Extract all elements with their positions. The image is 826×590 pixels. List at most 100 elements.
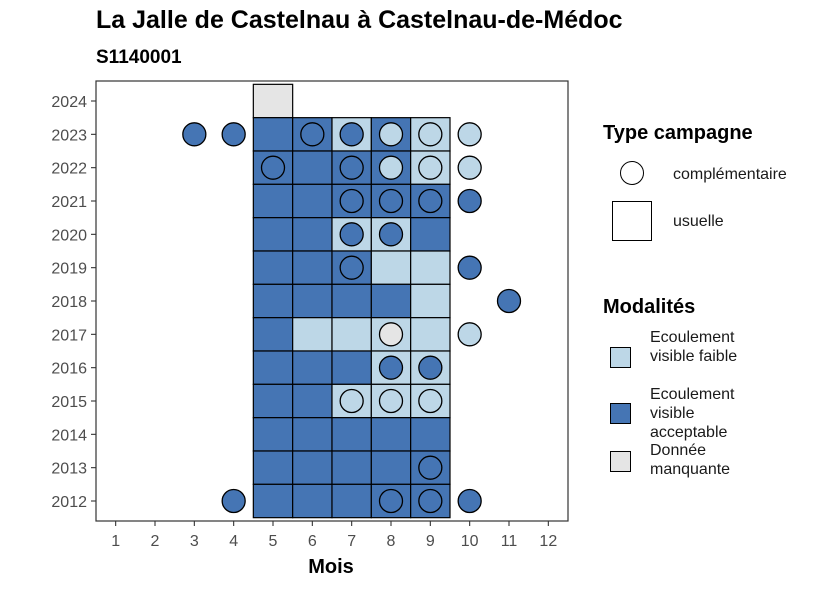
tile-2014-6 xyxy=(292,417,333,452)
point-2020-7 xyxy=(339,222,364,247)
legend-square-icon xyxy=(612,201,652,241)
tile-2012-7 xyxy=(331,483,372,519)
tile-2021-5 xyxy=(252,183,294,219)
chart-title: La Jalle de Castelnau à Castelnau-de-Méd… xyxy=(96,6,623,34)
point-2016-9 xyxy=(418,355,443,380)
x-tick-label: 2 xyxy=(151,533,160,550)
y-tick-label: 2016 xyxy=(51,361,87,378)
x-tick-label: 6 xyxy=(308,533,317,550)
x-tick-label: 9 xyxy=(426,533,435,550)
legend-circle-icon xyxy=(620,161,644,185)
legend-label-manquante: Donnée manquante xyxy=(650,442,731,478)
point-2012-8 xyxy=(378,488,404,514)
point-2020-8 xyxy=(378,222,404,247)
tile-2019-9 xyxy=(410,250,451,285)
legend-swatch-manquante xyxy=(610,451,631,472)
point-2023-3 xyxy=(182,122,207,147)
point-2023-7 xyxy=(339,122,364,147)
y-axis: 2012 2013 2014 2015 2016 2017 2018 2019 2020 2021… xyxy=(51,94,96,511)
legend-type-complementaire: complémentaire xyxy=(673,166,787,183)
x-axis-label: Mois xyxy=(308,556,354,578)
chart-svg: 2012 2013 2014 2015 2016 2017 2018 2019 2020 2021… xyxy=(51,80,569,578)
y-tick-label: 2022 xyxy=(51,161,87,178)
y-tick-label: 2023 xyxy=(51,127,87,144)
tile-2014-7 xyxy=(331,417,372,452)
point-2012-10 xyxy=(457,488,482,514)
y-tick-label: 2014 xyxy=(51,427,87,444)
y-tick-label: 2020 xyxy=(51,227,87,244)
tile-2017-6 xyxy=(292,317,333,352)
legend-swatch-faible xyxy=(610,347,631,368)
x-tick-label: 1 xyxy=(111,533,120,550)
x-tick-label: 7 xyxy=(347,533,356,550)
tile-2019-6 xyxy=(292,250,333,285)
tile-2014-8 xyxy=(370,417,412,452)
point-2021-7 xyxy=(339,188,364,214)
point-2019-10 xyxy=(457,255,482,280)
y-tick-label: 2021 xyxy=(51,194,87,211)
legend-modalites-title: Modalités xyxy=(603,296,696,318)
legend-swatch-acceptable xyxy=(610,403,631,424)
tile-2015-6 xyxy=(292,383,333,419)
tile-2017-5 xyxy=(252,317,294,352)
x-tick-label: 5 xyxy=(269,533,278,550)
point-2013-9 xyxy=(418,455,443,480)
legend-type-title: Type campagne xyxy=(603,122,753,144)
tile-2020-5 xyxy=(252,217,294,252)
point-2018-11 xyxy=(496,288,522,314)
legend-label-acceptable: Ecoulement visible acceptable xyxy=(650,386,735,441)
tile-2021-6 xyxy=(292,183,333,219)
tile-2024-5 xyxy=(252,83,294,119)
tile-2020-6 xyxy=(292,217,333,252)
point-2023-9 xyxy=(418,122,443,147)
x-tick-label: 3 xyxy=(190,533,199,550)
point-2023-10 xyxy=(457,122,482,147)
tile-2013-6 xyxy=(292,450,333,485)
point-2017-8 xyxy=(378,322,404,347)
tile-layer xyxy=(252,83,451,519)
tile-2014-5 xyxy=(252,417,294,452)
x-tick-label: 8 xyxy=(387,533,396,550)
tile-2012-6 xyxy=(292,483,333,519)
tile-2013-8 xyxy=(370,450,412,485)
legend-type-usuelle: usuelle xyxy=(673,213,724,230)
point-2012-4 xyxy=(221,488,246,514)
y-tick-label: 2017 xyxy=(51,327,87,344)
point-2023-8 xyxy=(378,122,404,147)
y-tick-label: 2024 xyxy=(51,94,87,111)
tile-2016-5 xyxy=(252,350,294,385)
legend: Type campagne complémentaire usuelle Mod… xyxy=(600,0,826,590)
y-tick-label: 2012 xyxy=(51,494,87,511)
tile-2013-7 xyxy=(331,450,372,485)
x-tick-label: 12 xyxy=(539,533,557,550)
tile-2023-5 xyxy=(252,117,294,152)
legend-label-faible: Ecoulement visible faible xyxy=(650,329,738,365)
point-2022-7 xyxy=(339,155,364,180)
point-2015-9 xyxy=(418,388,443,414)
x-tick-label: 10 xyxy=(461,533,479,550)
point-2021-8 xyxy=(378,188,404,214)
point-2015-8 xyxy=(378,388,404,414)
point-2022-10 xyxy=(457,155,482,180)
tile-2012-5 xyxy=(252,483,294,519)
point-2022-9 xyxy=(418,155,443,180)
tile-2014-9 xyxy=(410,417,451,452)
y-tick-label: 2018 xyxy=(51,294,87,311)
x-axis: 1 2 3 4 5 6 7 8 9 10 11 12 xyxy=(111,521,557,550)
tile-2016-7 xyxy=(331,350,372,385)
y-tick-label: 2015 xyxy=(51,394,87,411)
point-2021-10 xyxy=(457,188,482,214)
point-2017-10 xyxy=(457,322,482,347)
point-2022-8 xyxy=(378,155,404,180)
y-tick-label: 2013 xyxy=(51,461,87,478)
tile-2018-6 xyxy=(292,283,333,319)
tile-2017-9 xyxy=(410,317,451,352)
point-2015-7 xyxy=(339,388,364,414)
tile-2020-9 xyxy=(410,217,451,252)
tile-2018-8 xyxy=(370,283,412,319)
tile-2018-9 xyxy=(410,283,451,319)
tile-2019-5 xyxy=(252,250,294,285)
tile-2015-5 xyxy=(252,383,294,419)
point-2019-7 xyxy=(339,255,364,280)
point-2023-4 xyxy=(221,122,246,147)
